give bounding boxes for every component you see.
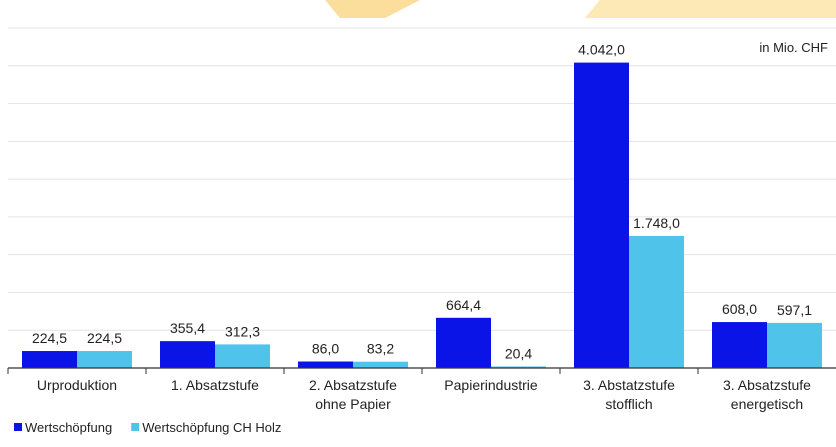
x-tick-label: energetisch	[731, 396, 803, 412]
bar-wertschoepfung	[574, 62, 629, 369]
unit-note: in Mio. CHF	[759, 40, 828, 55]
bar-wertschoepfung-ch-holz	[215, 344, 270, 368]
data-label: 224,5	[32, 330, 67, 346]
header-band-left	[325, 0, 420, 18]
x-tick-label: Papierindustrie	[444, 377, 538, 393]
data-label: 224,5	[87, 330, 122, 346]
data-label: 608,0	[722, 301, 757, 317]
bar-wertschoepfung-ch-holz	[353, 361, 408, 368]
data-label: 20,4	[505, 345, 532, 361]
x-tick-label: 3. Abstatzstufe	[583, 377, 675, 393]
bar-wertschoepfung-ch-holz	[77, 351, 132, 368]
bar-wertschoepfung	[298, 361, 353, 368]
data-label: 355,4	[170, 320, 205, 336]
data-label: 664,4	[446, 297, 481, 313]
x-tick-label: Urproduktion	[37, 377, 117, 393]
legend-swatch	[14, 423, 22, 431]
bar-wertschoepfung	[436, 317, 491, 368]
bar-wertschoepfung	[160, 341, 215, 368]
bar-wertschoepfung-ch-holz	[629, 235, 684, 368]
bar-wertschoepfung-ch-holz	[767, 322, 822, 368]
data-label: 597,1	[777, 302, 812, 318]
data-label: 312,3	[225, 323, 260, 339]
x-tick-label: 3. Absatzstufe	[723, 377, 811, 393]
data-label: 4.042,0	[578, 42, 625, 58]
legend-swatch	[131, 423, 140, 431]
x-tick-label: 2. Absatzstufe	[309, 377, 397, 393]
bar-wertschoepfung	[712, 322, 767, 368]
legend-label: Wertschöpfung CH Holz	[142, 420, 281, 435]
x-tick-label: ohne Papier	[315, 396, 391, 412]
bar-wertschoepfung-ch-holz	[491, 366, 546, 368]
data-label: 86,0	[312, 341, 339, 357]
legend-label: Wertschöpfung	[25, 420, 112, 435]
x-tick-label: stofflich	[605, 396, 652, 412]
x-tick-label: 1. Absatzstufe	[171, 377, 259, 393]
data-label: 83,2	[367, 341, 394, 357]
data-label: 1.748,0	[633, 215, 680, 231]
header-band-right	[585, 0, 836, 18]
bar-wertschoepfung	[22, 351, 77, 368]
